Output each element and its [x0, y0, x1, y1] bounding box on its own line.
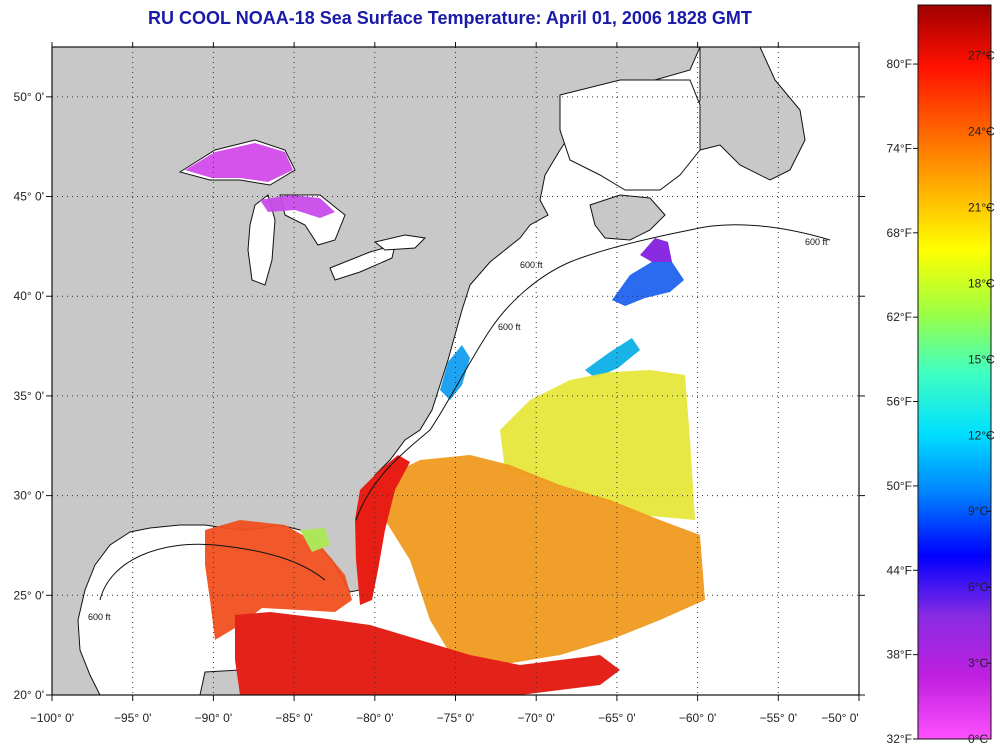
colorbar-label-c: 6°C [968, 580, 988, 594]
grid-lines [52, 47, 859, 695]
contour-label-4: 600 ft [88, 612, 111, 622]
sst-lake-huron [260, 195, 335, 218]
lon-tick-label: −75° 0' [437, 711, 474, 725]
sst-caribbean [235, 612, 620, 695]
colorbar-label-c: 9°C [968, 504, 988, 518]
sst-orange-core [380, 455, 705, 670]
lake-erie [329, 244, 396, 281]
colorbar-label-f: 38°F [887, 648, 912, 662]
colorbar-label-c: 3°C [968, 656, 988, 670]
colorbar-label-f: 62°F [887, 310, 912, 324]
colorbar-label-c: 21°C [968, 200, 995, 214]
sst-offshore-blue [585, 338, 640, 378]
sst-lake-superior [185, 143, 293, 182]
contour-label-1: 600 ft [498, 322, 521, 332]
lon-tick-label: −100° 0' [30, 711, 74, 725]
colorbar-label-f: 32°F [887, 732, 912, 746]
colorbar-label-f: 44°F [887, 563, 912, 577]
gulf-st-lawrence [559, 79, 701, 191]
axis-layer: −100° 0' −95° 0' −90° 0' −85° 0' −80° 0' −75°… [14, 42, 865, 725]
colorbar-label-f: 74°F [887, 141, 912, 155]
sst-gulf-stream [355, 455, 410, 605]
lat-tick-label: 25° 0' [14, 588, 44, 602]
lon-tick-label: −80° 0' [356, 711, 393, 725]
colorbar-label-c: 12°C [968, 428, 995, 442]
lat-tick-label: 50° 0' [14, 90, 44, 104]
sst-gulf-maine [612, 260, 684, 306]
sst-loop-current-green [300, 528, 330, 552]
lat-tick-label: 30° 0' [14, 489, 44, 503]
lon-tick-label: −50° 0' [821, 711, 858, 725]
isobath-600ft [99, 224, 831, 601]
map-title: RU COOL NOAA-18 Sea Surface Temperature:… [148, 8, 752, 28]
lon-tick-label: −95° 0' [114, 711, 151, 725]
colorbar-label-c: 0°C [968, 732, 988, 746]
colorbar-labels: 27°C 24°C 21°C 18°C 15°C 12°C 9°C 6°C 3°C 0°C 80°F… [887, 49, 996, 746]
lat-tick-label: 35° 0' [14, 389, 44, 403]
sst-scotian-purple [640, 238, 672, 262]
lon-tick-label: −55° 0' [760, 711, 797, 725]
colorbar-label-c: 18°C [968, 276, 995, 290]
lake-ontario [373, 234, 427, 251]
colorbar-label-c: 15°C [968, 352, 995, 366]
lat-tick-label: 40° 0' [14, 289, 44, 303]
lon-tick-label: −85° 0' [275, 711, 312, 725]
lon-tick-label: −65° 0' [598, 711, 635, 725]
land-nova-scotia [589, 194, 666, 241]
lon-tick-label: −60° 0' [679, 711, 716, 725]
colorbar [917, 4, 992, 740]
colorbar-label-f: 56°F [887, 395, 912, 409]
lat-tick-label: 45° 0' [14, 190, 44, 204]
colorbar-label-c: 27°C [968, 49, 995, 63]
colorbar-label-c: 24°C [968, 125, 995, 139]
map-layers [52, 47, 859, 695]
lat-tick-label: 20° 0' [14, 688, 44, 702]
colorbar-label-f: 80°F [887, 57, 912, 71]
contour-label-2: 600 ft [520, 260, 543, 270]
contour-label-3: 600 ft [805, 237, 828, 247]
lon-tick-label: −70° 0' [517, 711, 554, 725]
colorbar-label-f: 50°F [887, 479, 912, 493]
colorbar-label-f: 68°F [887, 226, 912, 240]
lon-tick-label: −90° 0' [195, 711, 232, 725]
